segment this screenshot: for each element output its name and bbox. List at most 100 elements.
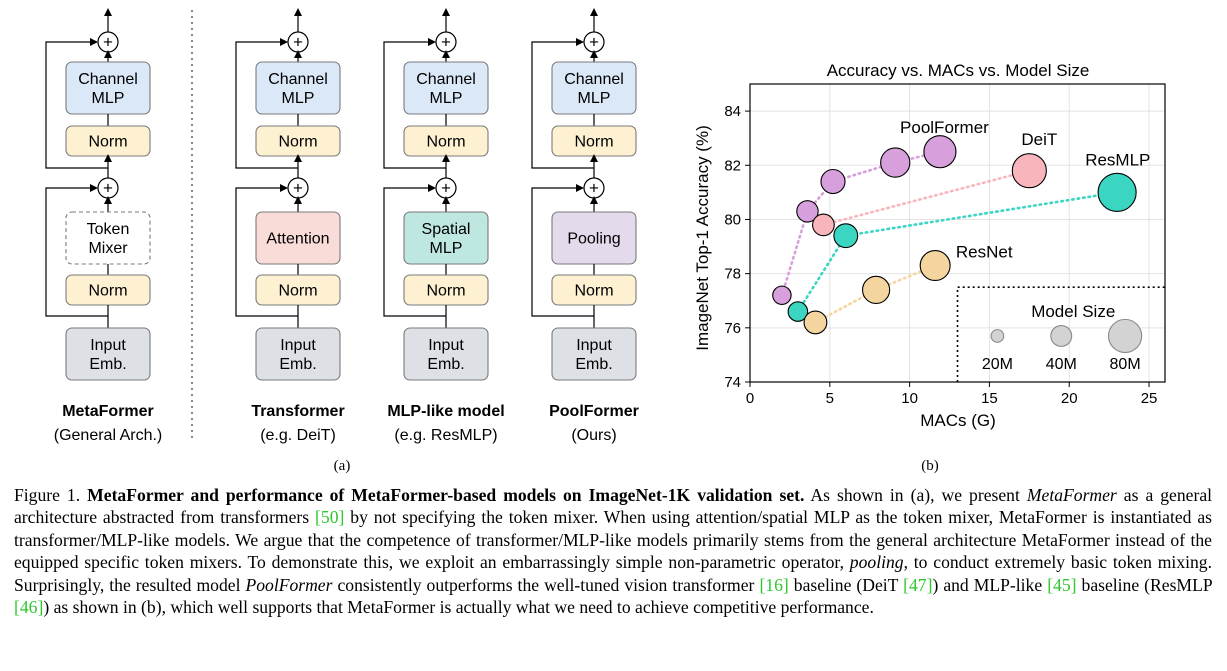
channel-mlp-block-label: Channel: [416, 71, 476, 88]
channel-mlp-block-label: MLP: [430, 90, 463, 107]
y-tick-label: 74: [724, 374, 741, 391]
panel-a-label: (a): [334, 458, 351, 474]
skip-connection: [235, 184, 298, 317]
y-tick-label: 80: [724, 211, 741, 228]
data-point-resmlp: [787, 301, 809, 322]
norm-block-bottom-label: Norm: [426, 283, 465, 300]
skip-connection: [45, 38, 108, 169]
y-tick-label: 76: [724, 320, 741, 337]
architecture-diagram: + Channel MLP Norm + Token Mixer Norm Input Emb. M…: [45, 8, 639, 474]
arch-subtitle: (e.g. ResMLP): [394, 427, 497, 444]
series-line-resnet: [814, 264, 937, 324]
norm-block-bottom-label: Norm: [278, 283, 317, 300]
data-point-poolformer: [880, 147, 911, 178]
series-label-resnet: ResNet: [956, 242, 1013, 261]
channel-mlp-block-label: Channel: [268, 71, 328, 88]
norm-block-top-label: Norm: [426, 134, 465, 151]
add-symbol: +: [441, 33, 451, 52]
token-mixer-block-label: Mixer: [88, 240, 128, 257]
citation-link[interactable]: [47]: [903, 574, 933, 595]
caption-italic: pooling: [849, 552, 904, 573]
token-mixer-block-label: Pooling: [567, 231, 620, 248]
legend-size-label: 40M: [1046, 356, 1077, 373]
caption-text: , to conduct extremely basic token mixin…: [14, 552, 1212, 595]
arch-name: MetaFormer: [62, 403, 154, 420]
citation-link[interactable]: [45]: [1047, 574, 1077, 595]
arch-subtitle: (General Arch.): [54, 427, 162, 444]
data-point-resmlp: [1097, 172, 1137, 212]
skip-connection: [383, 184, 446, 317]
channel-mlp-block-label: Channel: [78, 71, 138, 88]
arch-column-poolformer: + Channel MLP Norm + Pooling Norm Input Emb. Pool…: [531, 8, 639, 444]
x-tick-label: 20: [1061, 390, 1078, 407]
x-tick-label: 25: [1141, 390, 1158, 407]
add-symbol: +: [293, 179, 303, 198]
add-symbol: +: [441, 179, 451, 198]
caption-text: baseline (DeiT: [793, 574, 899, 595]
legend-size-label: 80M: [1110, 356, 1141, 373]
legend-size-label: 20M: [982, 356, 1013, 373]
legend-size-marker: [1050, 324, 1073, 347]
series-label-resmlp: ResMLP: [1085, 150, 1150, 169]
norm-block-bottom-label: Norm: [88, 283, 127, 300]
norm-block-top-label: Norm: [278, 134, 317, 151]
input-embedding-block-label: Input: [576, 337, 612, 354]
input-embedding-block-label: Input: [280, 337, 316, 354]
series-label-deit: DeiT: [1021, 130, 1057, 149]
scatter-chart: PoolFormer DeiT ResMLP ResNet 0 5 10 15 20 25 74 7…: [693, 61, 1166, 474]
input-embedding-block: [255, 327, 341, 381]
y-tick-label: 84: [724, 103, 741, 120]
citation-link[interactable]: [50]: [315, 507, 345, 528]
skip-connection: [235, 38, 298, 169]
caption-italic: PoolFormer: [245, 574, 333, 595]
data-point-resnet: [919, 250, 951, 282]
add-symbol: +: [103, 33, 113, 52]
add-symbol: +: [589, 179, 599, 198]
input-embedding-block-label: Emb.: [575, 356, 612, 373]
figure-caption: Figure 1. MetaFormer and performance of …: [14, 484, 1212, 618]
data-point-deit: [812, 213, 835, 237]
chart-title: Accuracy vs. MACs vs. Model Size: [827, 61, 1090, 80]
input-embedding-block: [551, 327, 637, 381]
input-embedding-block-label: Emb.: [427, 356, 464, 373]
arch-subtitle: (Ours): [571, 427, 616, 444]
legend-box: [956, 286, 1165, 382]
channel-mlp-block-label: MLP: [92, 90, 125, 107]
arch-subtitle: (e.g. DeiT): [260, 427, 336, 444]
panel-b-label: (b): [921, 458, 939, 474]
token-mixer-block-label: MLP: [430, 240, 463, 257]
token-mixer-block: [65, 211, 151, 265]
caption-text: as a general architecture abstracted fro…: [14, 485, 1213, 528]
citation-link[interactable]: [16]: [759, 574, 789, 595]
add-symbol: +: [589, 33, 599, 52]
y-axis-label: ImageNet Top-1 Accuracy (%): [693, 125, 712, 351]
norm-block-top-label: Norm: [88, 134, 127, 151]
caption-text: ) as shown in (b), which well supports t…: [43, 597, 874, 618]
channel-mlp-block-label: Channel: [564, 71, 624, 88]
arch-column-metaformer: + Channel MLP Norm + Token Mixer Norm Input Emb. M…: [45, 8, 162, 444]
skip-connection: [45, 184, 108, 317]
caption-text: As shown in (a), we present: [810, 485, 1020, 505]
add-symbol: +: [293, 33, 303, 52]
token-mixer-block-label: Token: [87, 221, 130, 238]
caption-text: by not specifying the token mixer. When …: [14, 507, 1213, 573]
series-line-deit: [822, 169, 1031, 227]
x-tick-label: 0: [746, 390, 754, 407]
legend-size-marker: [990, 329, 1005, 343]
citation-link[interactable]: [46]: [14, 597, 44, 618]
input-embedding-block-label: Input: [90, 337, 126, 354]
y-tick-label: 82: [724, 157, 741, 174]
norm-block-bottom-label: Norm: [574, 283, 613, 300]
y-tick-label: 78: [724, 266, 741, 283]
caption-italic: MetaFormer: [1026, 485, 1117, 505]
token-mixer-block-label: Spatial: [422, 221, 471, 238]
input-embedding-block: [65, 327, 151, 381]
series-label-poolformer: PoolFormer: [900, 118, 989, 137]
x-axis-label: MACs (G): [920, 411, 996, 430]
data-point-poolformer: [820, 168, 846, 195]
legend-size-marker: [1107, 318, 1143, 354]
token-mixer-block-label: Attention: [266, 231, 329, 248]
input-embedding-block-label: Input: [428, 337, 464, 354]
x-tick-label: 5: [826, 390, 834, 407]
input-embedding-block-label: Emb.: [279, 356, 316, 373]
